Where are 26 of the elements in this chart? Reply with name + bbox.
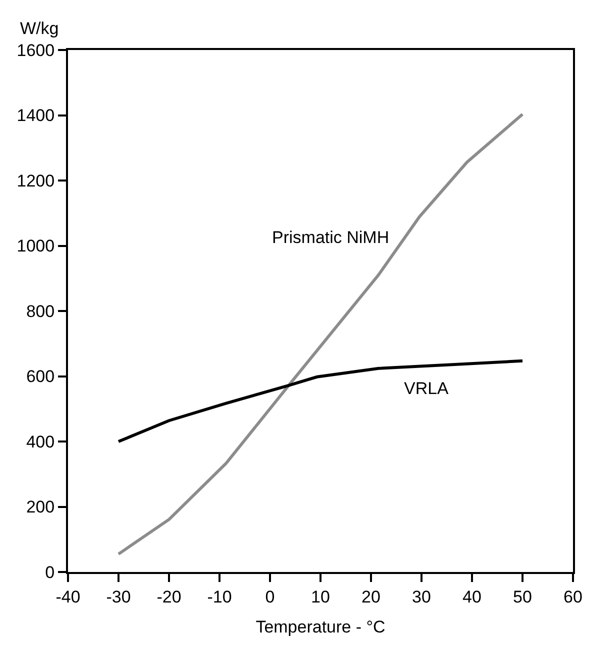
- y-axis-title: W/kg: [20, 19, 59, 38]
- x-tick-label: -10: [207, 587, 232, 606]
- x-tick-label: 30: [412, 587, 431, 606]
- x-tick-label: 40: [462, 587, 482, 606]
- y-tick-label: 1200: [16, 171, 55, 190]
- series-label: VRLA: [404, 379, 450, 398]
- y-tick-label: 600: [26, 367, 55, 386]
- x-tick-label: 50: [513, 587, 532, 606]
- line-series: [117, 112, 524, 556]
- x-axis-title: Temperature - °C: [256, 617, 386, 636]
- y-tick-label: 200: [26, 498, 55, 517]
- x-tick-label: 60: [564, 587, 582, 606]
- y-tick-label: 0: [45, 562, 55, 582]
- series-label: Prismatic NiMH: [272, 228, 390, 247]
- x-tick-label: -20: [156, 587, 182, 606]
- y-tick-label: 400: [26, 432, 55, 452]
- y-tick-label: 1600: [16, 40, 55, 60]
- x-tick-label: 10: [311, 587, 330, 606]
- x-tick-label: 0: [265, 587, 275, 606]
- y-tick-label: 800: [26, 302, 55, 321]
- x-tick-label: -40: [56, 587, 80, 606]
- x-tick-label: 20: [362, 587, 380, 606]
- x-tick-label: -30: [106, 587, 131, 606]
- line-series: [117, 359, 524, 443]
- y-tick-label: 1400: [16, 106, 55, 126]
- y-tick-label: 1000: [16, 236, 55, 256]
